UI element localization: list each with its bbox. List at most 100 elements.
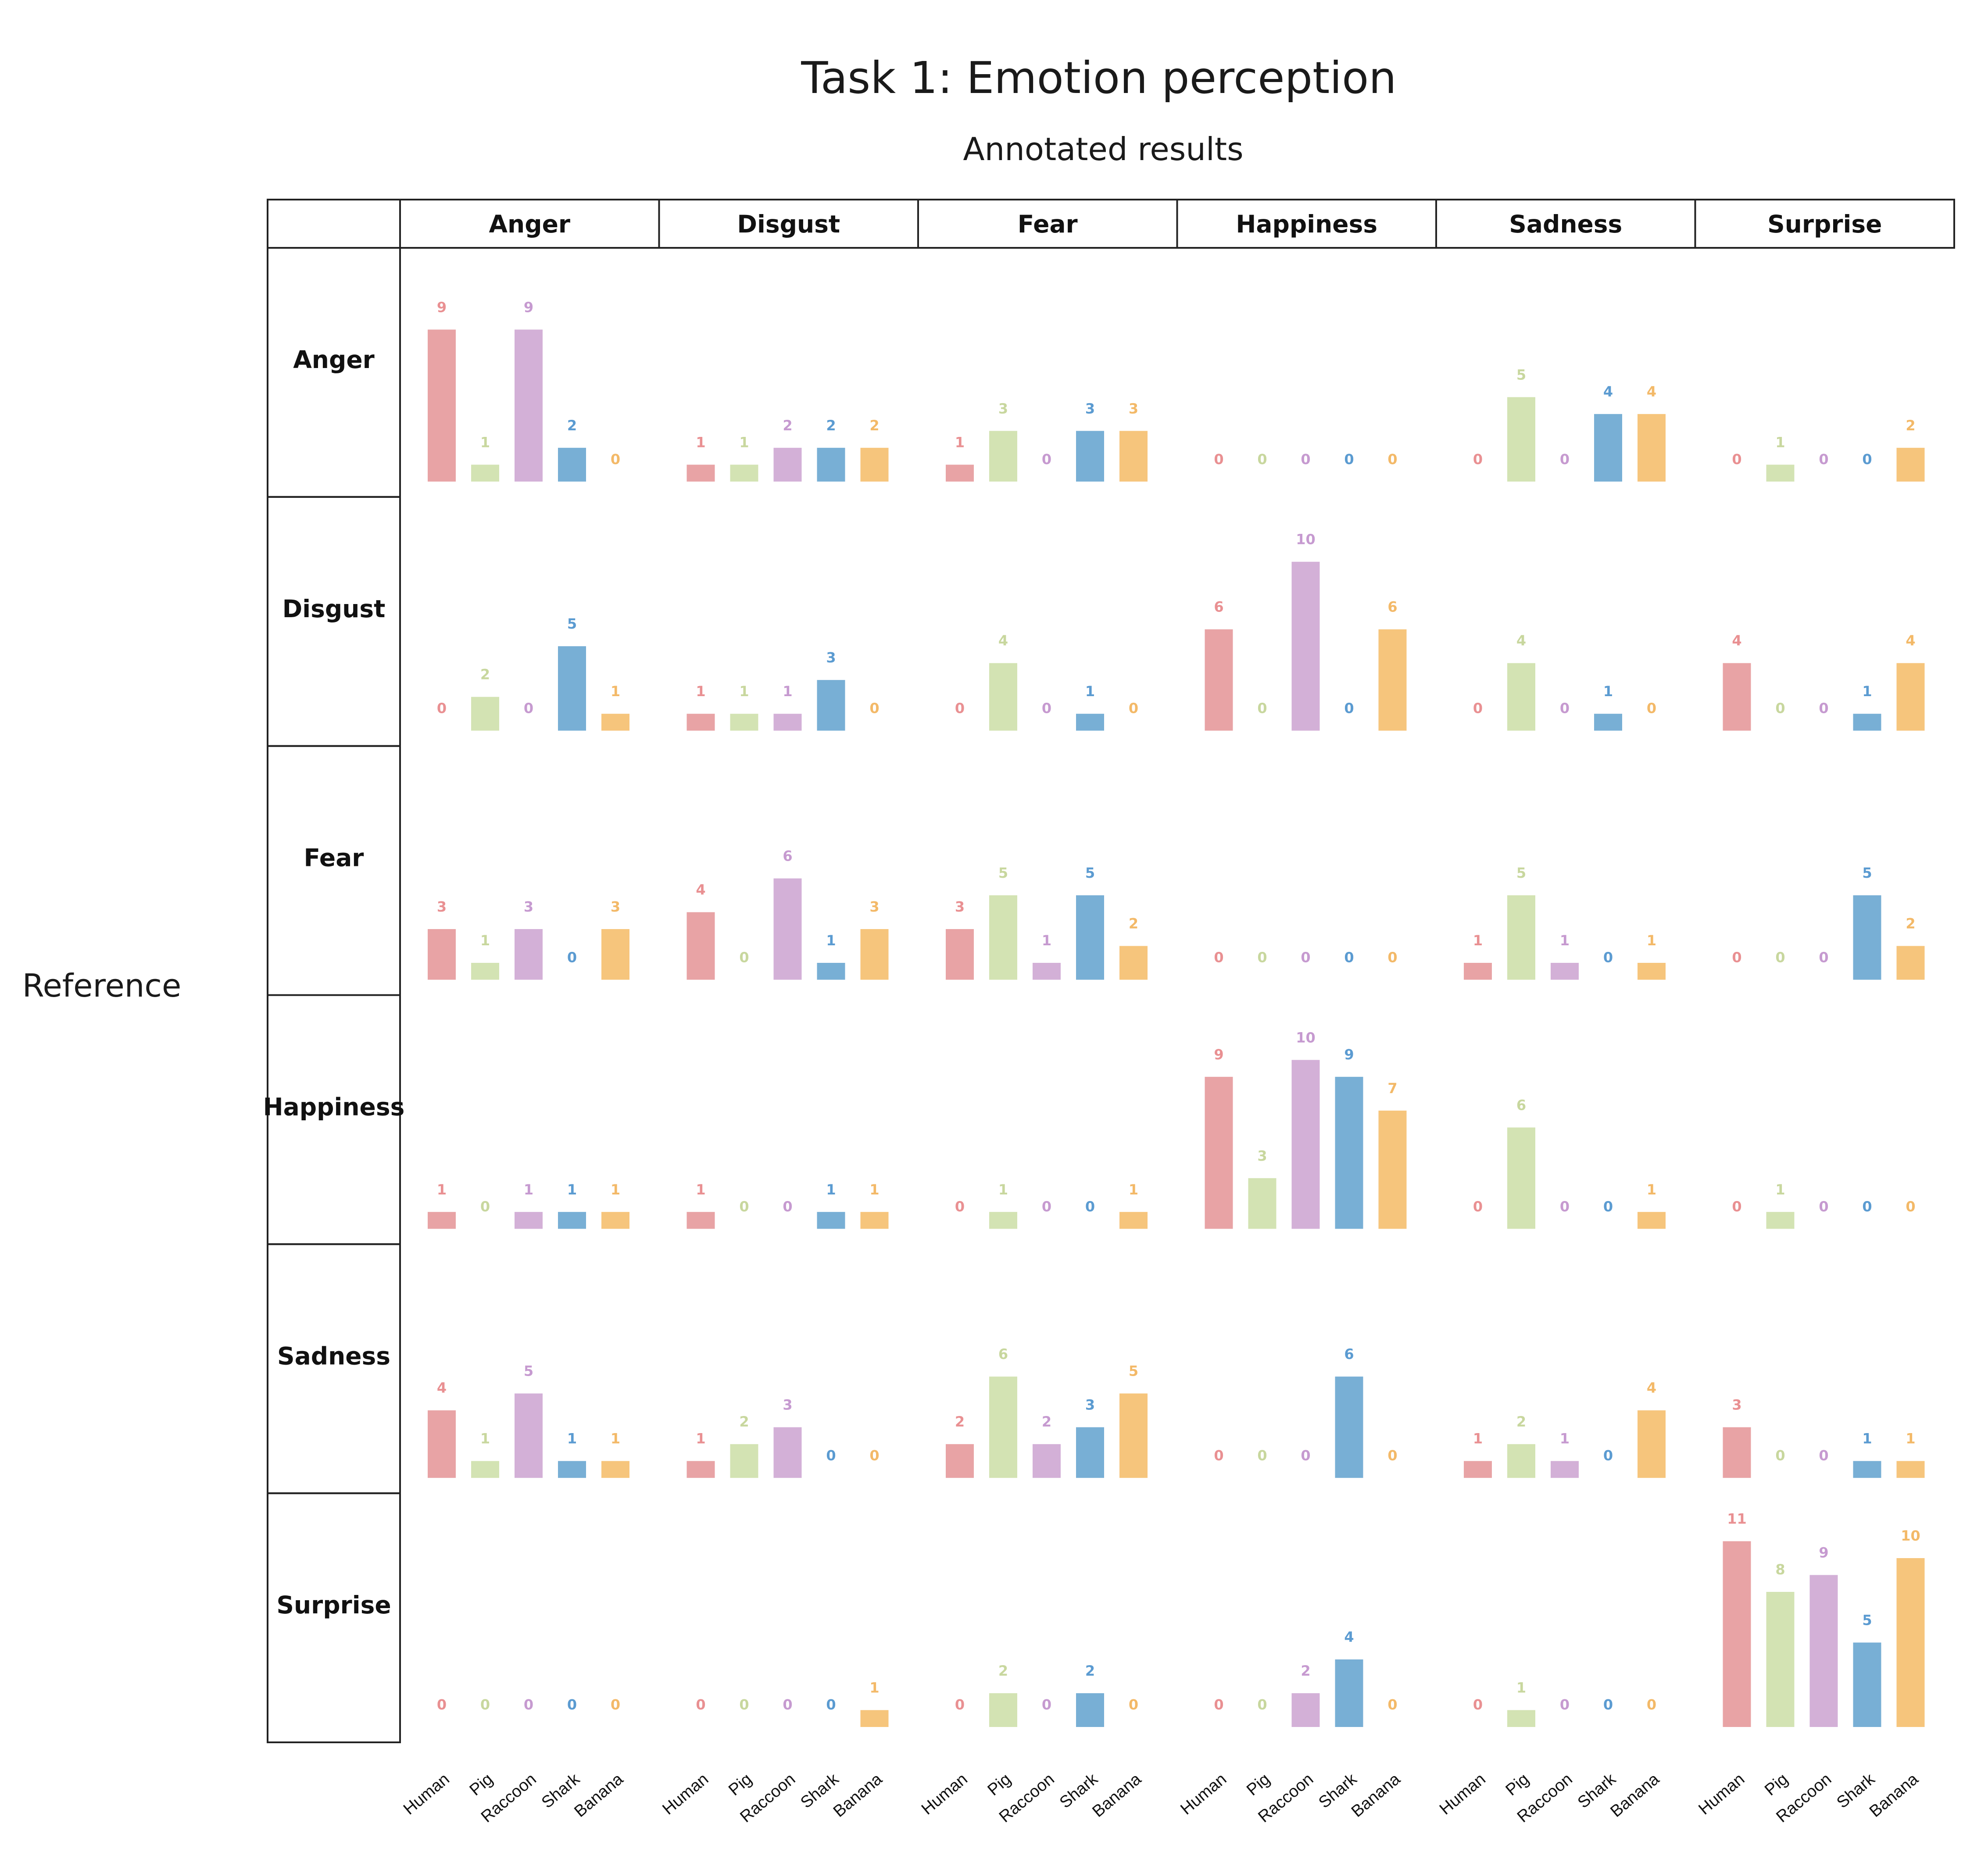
value-label-anger-happiness-human: 0 (1214, 451, 1223, 468)
value-label-surprise-surprise-banana: 10 (1901, 1527, 1920, 1544)
value-label-disgust-disgust-pig: 1 (739, 683, 749, 700)
value-label-surprise-anger-shark: 0 (567, 1696, 577, 1713)
value-label-happiness-fear-human: 0 (955, 1198, 965, 1215)
panel-anger-fear: 1 3 0 3 3 (946, 400, 1148, 482)
bar-surprise-disgust-banana (860, 1710, 889, 1727)
panel-sadness-anger: 4 1 5 1 1 (428, 1363, 629, 1478)
bar-sadness-sadness-pig (1507, 1444, 1535, 1478)
bar-disgust-surprise-banana (1896, 663, 1925, 731)
value-label-fear-fear-raccoon: 1 (1042, 932, 1051, 949)
bar-fear-fear-raccoon (1033, 963, 1061, 980)
value-label-anger-surprise-shark: 0 (1862, 451, 1872, 468)
value-label-fear-disgust-raccoon: 6 (783, 848, 792, 865)
value-label-fear-surprise-shark: 5 (1862, 865, 1872, 881)
value-label-happiness-happiness-shark: 9 (1344, 1046, 1354, 1063)
panel-disgust-fear: 0 4 0 1 0 (955, 633, 1138, 731)
value-label-happiness-surprise-raccoon: 0 (1819, 1198, 1828, 1215)
panel-happiness-happiness: 9 3 10 9 7 (1205, 1029, 1407, 1229)
value-label-disgust-anger-raccoon: 0 (524, 700, 533, 717)
panel-fear-sadness: 1 5 1 0 1 (1464, 865, 1666, 980)
bar-sadness-happiness-shark (1335, 1376, 1363, 1478)
value-label-happiness-surprise-shark: 0 (1862, 1198, 1872, 1215)
row-header-happiness: Happiness (263, 1093, 405, 1121)
bar-disgust-anger-banana (601, 714, 629, 731)
value-label-sadness-surprise-banana: 1 (1906, 1430, 1915, 1447)
bar-fear-surprise-banana (1896, 946, 1925, 980)
x-tick-label-surprise-human: Human (1695, 1770, 1748, 1819)
panel-surprise-fear: 0 2 0 2 0 (955, 1663, 1138, 1727)
value-label-disgust-fear-human: 0 (955, 700, 965, 717)
value-label-anger-happiness-shark: 0 (1344, 451, 1354, 468)
value-label-anger-disgust-shark: 2 (826, 417, 836, 434)
bar-sadness-disgust-pig (730, 1444, 758, 1478)
bar-fear-anger-banana (601, 929, 629, 980)
value-label-sadness-happiness-banana: 0 (1387, 1447, 1397, 1464)
value-label-sadness-sadness-raccoon: 1 (1560, 1430, 1570, 1447)
value-label-fear-disgust-banana: 3 (869, 898, 879, 915)
value-label-anger-happiness-banana: 0 (1387, 451, 1397, 468)
value-label-happiness-surprise-pig: 1 (1775, 1181, 1785, 1198)
bar-happiness-anger-banana (601, 1212, 629, 1229)
bar-anger-disgust-shark (817, 447, 845, 482)
bar-sadness-fear-human (946, 1444, 974, 1478)
value-label-happiness-fear-pig: 1 (998, 1181, 1008, 1198)
value-label-happiness-disgust-raccoon: 0 (783, 1198, 792, 1215)
value-label-fear-happiness-pig: 0 (1257, 949, 1267, 966)
value-label-surprise-disgust-pig: 0 (739, 1696, 749, 1713)
bar-anger-anger-raccoon (515, 329, 543, 482)
panel-happiness-disgust: 1 0 0 1 1 (687, 1181, 889, 1229)
value-label-surprise-fear-raccoon: 0 (1042, 1696, 1051, 1713)
value-label-disgust-surprise-pig: 0 (1775, 700, 1785, 717)
bar-sadness-fear-shark (1076, 1427, 1104, 1478)
value-label-anger-surprise-banana: 2 (1906, 417, 1915, 434)
x-tick-label-happiness-human: Human (1177, 1770, 1230, 1819)
bar-fear-anger-raccoon (515, 929, 543, 980)
value-label-surprise-happiness-pig: 0 (1257, 1696, 1267, 1713)
bar-anger-anger-human (428, 329, 456, 482)
value-label-sadness-fear-shark: 3 (1085, 1397, 1095, 1413)
column-header-disgust: Disgust (737, 210, 840, 238)
bar-disgust-surprise-human (1723, 663, 1751, 731)
value-label-surprise-anger-banana: 0 (611, 1696, 620, 1713)
x-tick-label-surprise-pig: Pig (1761, 1770, 1791, 1799)
bar-disgust-sadness-pig (1507, 663, 1535, 731)
bar-anger-sadness-shark (1594, 414, 1622, 482)
value-label-anger-disgust-pig: 1 (739, 434, 749, 450)
bar-happiness-disgust-banana (860, 1212, 889, 1229)
value-label-happiness-happiness-pig: 3 (1257, 1148, 1267, 1164)
value-label-sadness-fear-banana: 5 (1129, 1363, 1138, 1380)
bar-happiness-happiness-human (1205, 1076, 1233, 1229)
value-label-anger-fear-pig: 3 (998, 400, 1008, 417)
value-label-happiness-surprise-banana: 0 (1906, 1198, 1915, 1215)
value-label-fear-happiness-raccoon: 0 (1301, 949, 1310, 966)
value-label-sadness-fear-pig: 6 (998, 1346, 1008, 1362)
panel-disgust-happiness: 6 0 10 0 6 (1205, 531, 1407, 731)
panel-sadness-fear: 2 6 2 3 5 (946, 1346, 1148, 1478)
bar-happiness-fear-banana (1119, 1212, 1148, 1229)
bar-anger-fear-banana (1119, 431, 1148, 482)
bar-disgust-disgust-shark (817, 680, 845, 731)
value-label-sadness-sadness-shark: 0 (1603, 1447, 1613, 1464)
value-label-anger-anger-banana: 0 (611, 451, 620, 468)
value-label-surprise-disgust-shark: 0 (826, 1696, 836, 1713)
bar-happiness-surprise-pig (1766, 1212, 1795, 1229)
panel-disgust-anger: 0 2 0 5 1 (437, 615, 629, 731)
value-label-disgust-surprise-human: 4 (1732, 633, 1741, 649)
panel-sadness-disgust: 1 2 3 0 0 (687, 1397, 880, 1478)
value-label-fear-anger-banana: 3 (611, 898, 620, 915)
x-tick-label-fear-pig: Pig (984, 1770, 1015, 1799)
panel-happiness-fear: 0 1 0 0 1 (955, 1181, 1148, 1229)
bar-fear-sadness-pig (1507, 895, 1535, 980)
value-label-fear-fear-shark: 5 (1085, 865, 1095, 881)
value-label-sadness-disgust-banana: 0 (869, 1447, 879, 1464)
value-label-surprise-sadness-banana: 0 (1647, 1696, 1656, 1713)
bar-sadness-anger-shark (558, 1461, 586, 1478)
value-label-fear-surprise-human: 0 (1732, 949, 1741, 966)
value-label-anger-sadness-human: 0 (1473, 451, 1483, 468)
bar-happiness-anger-raccoon (515, 1212, 543, 1229)
bar-surprise-surprise-human (1723, 1541, 1751, 1727)
column-header-surprise: Surprise (1767, 210, 1882, 238)
value-label-surprise-fear-pig: 2 (998, 1663, 1008, 1679)
